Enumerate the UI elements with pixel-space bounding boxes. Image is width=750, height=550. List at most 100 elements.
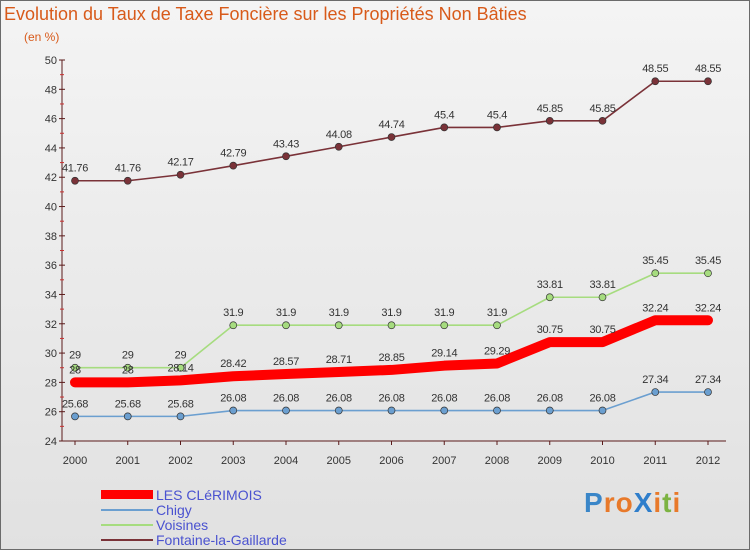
data-label: 25.68 <box>167 398 193 410</box>
data-point <box>493 321 501 330</box>
data-label: 32.24 <box>695 302 721 314</box>
data-label: 28.85 <box>378 352 404 364</box>
data-label: 45.4 <box>487 109 507 121</box>
y-tick-label: 44 <box>45 143 57 155</box>
legend-swatch <box>101 508 153 511</box>
data-point <box>282 152 290 161</box>
y-tick-label: 24 <box>45 436 57 448</box>
legend-item: Voisines <box>101 517 287 533</box>
logo-letter: t <box>662 487 673 518</box>
data-label: 45.85 <box>537 103 563 115</box>
y-tick-label: 50 <box>45 55 57 67</box>
data-label: 29 <box>175 350 187 362</box>
data-label: 44.74 <box>378 119 404 131</box>
data-point <box>334 321 343 330</box>
data-label: 43.43 <box>273 138 299 150</box>
data-label: 28.71 <box>326 354 352 366</box>
data-label: 25.68 <box>62 398 88 410</box>
legend-label: LES CLéRIMOIS <box>156 486 262 503</box>
data-label: 28.57 <box>273 356 299 368</box>
data-point <box>282 321 290 330</box>
data-label: 41.76 <box>62 163 88 175</box>
data-point <box>545 406 554 415</box>
data-label: 41.76 <box>115 163 141 175</box>
data-label: 28 <box>122 364 134 376</box>
data-label: 28.42 <box>220 358 246 370</box>
data-point <box>440 406 449 415</box>
data-label: 29 <box>122 350 134 362</box>
data-point <box>334 406 343 415</box>
data-label: 28 <box>69 364 81 376</box>
data-label: 48.55 <box>695 63 721 75</box>
logo-letter: r <box>603 487 616 518</box>
data-point <box>282 406 290 415</box>
data-point <box>493 406 501 415</box>
legend-item: LES CLéRIMOIS <box>101 486 287 503</box>
data-label: 45.4 <box>434 109 454 121</box>
y-tick-label: 42 <box>45 172 57 184</box>
data-label: 30.75 <box>589 324 615 336</box>
data-point <box>704 77 712 86</box>
data-point <box>71 176 79 185</box>
y-tick-label: 26 <box>45 407 57 419</box>
logo-letter: o <box>615 487 634 518</box>
data-label: 32.24 <box>642 302 668 314</box>
data-label: 48.55 <box>642 63 668 75</box>
data-label: 26.08 <box>431 393 457 405</box>
x-tick-label: 2010 <box>590 455 614 467</box>
x-tick-label: 2009 <box>538 455 562 467</box>
x-tick-label: 2001 <box>116 455 140 467</box>
data-label: 25.68 <box>115 398 141 410</box>
data-point <box>651 269 660 278</box>
legend-swatch <box>101 523 153 526</box>
logo-letter: i <box>653 487 663 518</box>
y-tick-label: 40 <box>45 202 57 214</box>
data-label: 44.08 <box>326 129 352 141</box>
series-line <box>70 315 713 388</box>
data-label: 30.75 <box>537 324 563 336</box>
x-tick-label: 2012 <box>696 455 720 467</box>
data-label: 31.9 <box>381 307 401 319</box>
data-label: 31.9 <box>223 307 243 319</box>
data-label: 31.9 <box>487 307 507 319</box>
data-label: 26.08 <box>220 393 246 405</box>
data-point <box>229 161 238 170</box>
legend-swatch <box>101 538 153 541</box>
data-point <box>229 321 238 330</box>
x-tick-label: 2003 <box>221 455 245 467</box>
logo-letter: i <box>672 487 682 518</box>
data-label: 26.08 <box>273 393 299 405</box>
data-point <box>334 142 343 151</box>
data-point <box>440 123 449 132</box>
legend-swatch <box>101 490 153 499</box>
data-label: 35.45 <box>642 255 668 267</box>
y-tick-label: 32 <box>45 319 57 331</box>
logo-letter: P <box>584 487 604 518</box>
data-point <box>704 269 712 278</box>
data-point <box>440 321 449 330</box>
logo-letter: X <box>633 487 654 518</box>
data-label: 35.45 <box>695 255 721 267</box>
data-label: 33.81 <box>589 279 615 291</box>
y-axis-unit-label: (en %) <box>24 30 60 44</box>
data-label: 29.14 <box>431 348 457 360</box>
data-point <box>71 363 79 372</box>
data-point <box>123 363 132 372</box>
legend-label: Chigy <box>156 501 192 518</box>
data-point <box>598 116 607 125</box>
y-tick-label: 34 <box>45 289 57 301</box>
data-point <box>651 77 660 86</box>
data-label: 27.34 <box>642 374 668 386</box>
x-tick-label: 2006 <box>379 455 403 467</box>
x-tick-label: 2005 <box>327 455 351 467</box>
legend-item: Chigy <box>101 501 287 518</box>
y-tick-label: 30 <box>45 348 57 360</box>
data-point <box>387 406 396 415</box>
x-tick-label: 2002 <box>168 455 192 467</box>
data-point <box>176 412 185 421</box>
data-label: 26.08 <box>378 393 404 405</box>
data-label: 26.08 <box>589 393 615 405</box>
data-point <box>176 363 185 372</box>
